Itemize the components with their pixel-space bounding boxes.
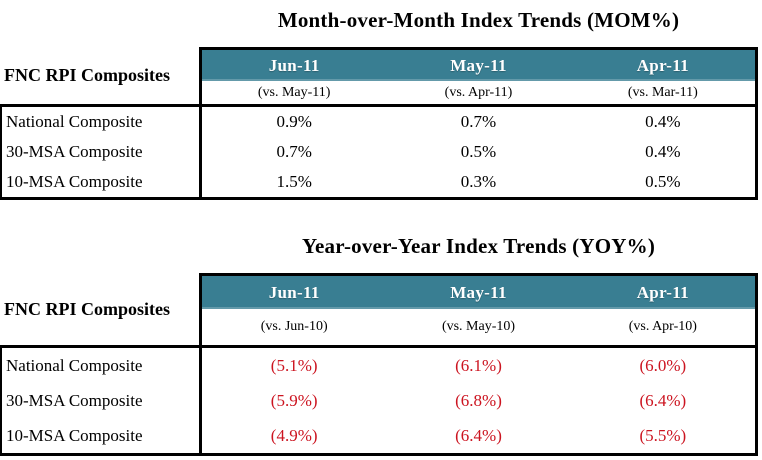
table-row: 0.7% 0.5% 0.4% [202, 137, 755, 167]
value-cell-negative: (6.4%) [639, 390, 687, 410]
vs-subheader-cell: (vs. Jun-10) [260, 319, 328, 334]
row-label-30msa: 30-MSA Composite [6, 142, 143, 161]
table-row: (4.9%) (6.4%) (5.5%) [202, 418, 755, 453]
yoy-data-area: Jun-11 May-11 Apr-11 (vs. Jun-10) (vs. M… [199, 273, 758, 456]
month-header-cell: Jun-11 [268, 55, 320, 75]
value-cell: 0.5% [460, 142, 497, 161]
month-header-cell: May-11 [450, 282, 507, 302]
value-cell: 0.4% [645, 142, 681, 161]
value-cell: 0.7% [276, 142, 312, 161]
table-row: 0.9% 0.7% 0.4% [202, 107, 755, 137]
value-cell: 0.4% [645, 112, 681, 131]
value-cell-negative: (6.1%) [455, 355, 502, 375]
row-label-national: National Composite [6, 355, 143, 375]
mom-data-area: Jun-11 May-11 Apr-11 (vs. May-11) (vs. A… [199, 47, 758, 200]
yoy-table: FNC RPI Composites National Composite 30… [0, 273, 758, 456]
month-header-cell: May-11 [450, 55, 507, 75]
value-cell-negative: (5.1%) [270, 355, 318, 375]
value-cell-negative: (6.0%) [639, 355, 687, 375]
vs-subheader-cell: (vs. Apr-11) [444, 84, 513, 100]
yoy-title: Year-over-Year Index Trends (YOY%) [301, 234, 656, 258]
vs-subheader-cell: (vs. Mar-11) [627, 84, 698, 100]
month-header-cell: Jun-11 [268, 282, 320, 302]
value-cell-negative: (5.5%) [639, 425, 687, 445]
mom-title: Month-over-Month Index Trends (MOM%) [277, 8, 680, 32]
yoy-row-header: FNC RPI Composites [4, 298, 170, 319]
value-cell: 0.9% [276, 112, 312, 131]
yoy-label-column: FNC RPI Composites National Composite 30… [0, 273, 199, 456]
vs-subheader-cell: (vs. May-11) [257, 84, 331, 100]
value-cell: 0.5% [645, 172, 681, 191]
yoy-label-box: National Composite 30-MSA Composite 10-M… [0, 345, 199, 456]
row-label-national: National Composite [6, 112, 143, 131]
vs-subheader-cell: (vs. Apr-10) [628, 319, 697, 334]
mom-table: FNC RPI Composites National Composite 30… [0, 47, 758, 200]
month-header-cell: Apr-11 [636, 282, 689, 302]
value-cell: 1.5% [276, 172, 312, 191]
table-row: (5.1%) (6.1%) (6.0%) [202, 348, 755, 383]
yoy-month-header-row: Jun-11 May-11 Apr-11 [202, 276, 755, 309]
table-row: (5.9%) (6.8%) (6.4%) [202, 383, 755, 418]
value-cell-negative: (4.9%) [270, 425, 318, 445]
yoy-section: Year-over-Year Index Trends (YOY%) FNC R… [0, 234, 758, 456]
mom-label-column: FNC RPI Composites National Composite 30… [0, 47, 199, 200]
row-label-10msa: 10-MSA Composite [6, 425, 143, 445]
month-header-cell: Apr-11 [636, 55, 689, 75]
mom-row-header: FNC RPI Composites [4, 65, 170, 85]
vs-subheader-cell: (vs. May-10) [441, 319, 516, 334]
yoy-vs-subheader-row: (vs. Jun-10) (vs. May-10) (vs. Apr-10) [202, 309, 755, 348]
value-cell: 0.7% [460, 112, 497, 131]
value-cell-negative: (6.8%) [455, 390, 502, 410]
mom-section: Month-over-Month Index Trends (MOM%) FNC… [0, 8, 758, 200]
value-cell-negative: (6.4%) [455, 425, 502, 445]
value-cell-negative: (5.9%) [270, 390, 318, 410]
mom-label-box: National Composite 30-MSA Composite 10-M… [0, 104, 199, 200]
row-label-30msa: 30-MSA Composite [6, 390, 143, 410]
mom-month-header-row: Jun-11 May-11 Apr-11 [202, 50, 755, 81]
table-row: 1.5% 0.3% 0.5% [202, 167, 755, 197]
mom-vs-subheader-row: (vs. May-11) (vs. Apr-11) (vs. Mar-11) [202, 81, 755, 107]
row-label-10msa: 10-MSA Composite [6, 172, 143, 191]
value-cell: 0.3% [460, 172, 497, 191]
